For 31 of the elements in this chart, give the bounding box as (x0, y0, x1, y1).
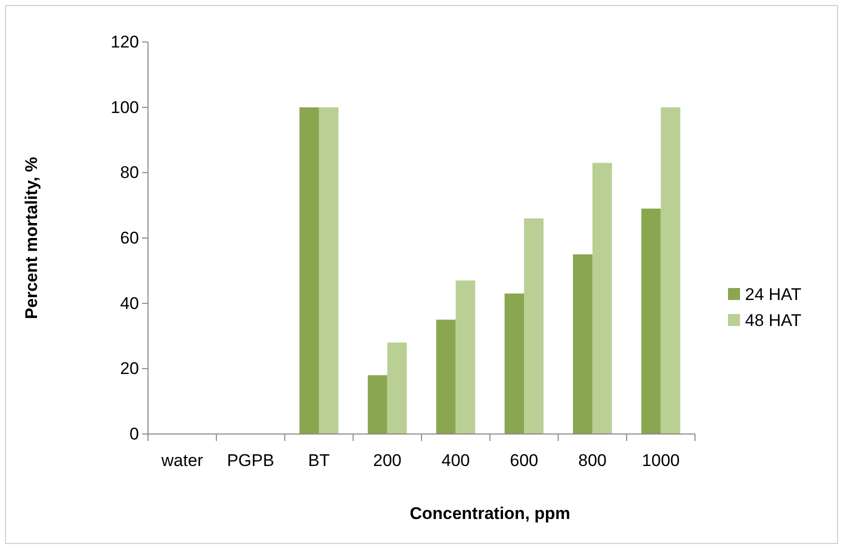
y-tick-label: 40 (120, 294, 139, 313)
x-tick-label: 800 (578, 451, 607, 470)
x-tick-label: 400 (442, 451, 470, 470)
x-tick-label: 200 (373, 451, 402, 470)
y-tick-label: 20 (120, 359, 139, 378)
y-tick-label: 80 (120, 163, 139, 182)
bar (387, 342, 407, 434)
y-tick-label: 60 (120, 228, 139, 248)
y-axis-title: Percent mortality, % (22, 156, 41, 320)
bar (572, 254, 592, 434)
x-tick-label: 600 (510, 451, 538, 470)
y-tick-label: 120 (110, 32, 139, 52)
bar (641, 208, 661, 434)
x-tick-label: BT (308, 451, 330, 470)
bar (368, 375, 388, 434)
bar (299, 107, 319, 434)
x-tick-label: water (160, 451, 204, 470)
x-axis-title: Concentration, ppm (410, 504, 570, 523)
bar (456, 280, 476, 434)
bar (660, 107, 680, 434)
bar (524, 218, 544, 434)
legend-label: 48 HAT (745, 311, 802, 330)
bar (592, 162, 612, 434)
bar (436, 320, 456, 434)
bar (318, 107, 338, 434)
y-tick-label: 100 (110, 98, 139, 117)
x-tick-label: 1000 (642, 451, 680, 470)
x-tick-label: PGPB (226, 451, 274, 470)
legend-label: 24 HAT (745, 285, 802, 304)
bar (504, 294, 524, 434)
y-tick-label: 0 (130, 424, 139, 444)
